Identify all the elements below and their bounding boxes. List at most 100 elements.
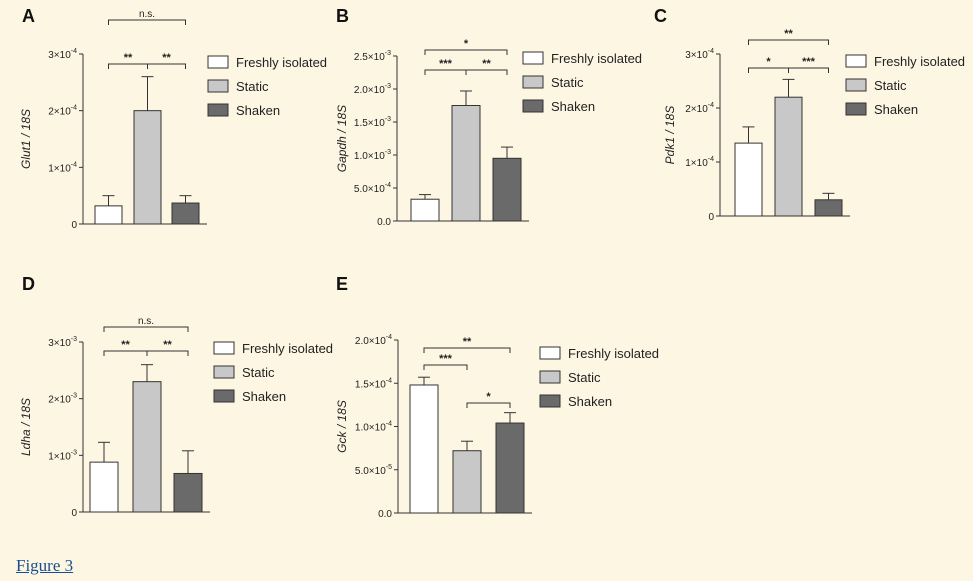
panel-a-bar-shaken: [171, 202, 200, 225]
panel-a-ylabel: Glut1 / 18S: [19, 109, 33, 169]
panel-c-ytick-label-3: 3×10-4: [685, 48, 714, 61]
panel-b-sig-bracket-1: [465, 69, 508, 75]
panel-e-ytick-label-4: 2.0×10-4: [355, 334, 392, 347]
panel-a-bar-freshly: [94, 205, 123, 225]
panel-c-sig-bracket-2: [748, 39, 829, 45]
panel-d-ytick-label-0: 0: [71, 508, 77, 519]
panel-d-ytick-label-1: 1×10-3: [48, 449, 77, 462]
panel-a-legend-swatch-static: [207, 79, 229, 93]
panel-b-bar-shaken: [492, 157, 522, 222]
panel-e-sig-label-1: *: [486, 391, 491, 403]
panel-a-sig-bracket-2: [108, 19, 186, 25]
panel-b-ytick-label-0: 0.0: [377, 217, 391, 228]
panel-c-legend-label-static: Static: [874, 78, 907, 93]
panel-c-ytick-label-1: 1×10-4: [685, 156, 714, 169]
panel-c-legend-swatch-shaken: [845, 102, 867, 116]
panel-b-sig-label-0: ***: [439, 58, 453, 70]
panel-c-sig-bracket-0: [748, 67, 789, 73]
panel-b-letter: B: [336, 6, 349, 26]
panel-d-legend-swatch-shaken: [213, 389, 235, 403]
panel-a-sig-label-1: **: [162, 52, 171, 64]
panel-c-legend-swatch-freshly: [845, 54, 867, 68]
panel-c-letter: C: [654, 6, 667, 26]
panel-b-bar-freshly: [410, 198, 440, 222]
panel-c-ylabel: Pdk1 / 18S: [663, 106, 677, 165]
panel-d-bar-shaken: [173, 472, 203, 513]
panel-a-legend-label-shaken: Shaken: [236, 103, 280, 118]
panel-a-legend-swatch-freshly: [207, 55, 229, 69]
panel-d-legend-label-freshly: Freshly isolated: [242, 341, 333, 356]
panel-d-legend-swatch-static: [213, 365, 235, 379]
panel-c-sig-label-0: *: [766, 56, 771, 68]
panel-b-ytick-label-5: 2.5×10-3: [354, 50, 391, 63]
panel-e-legend-swatch-shaken: [539, 394, 561, 408]
panel-e-legend-swatch-freshly: [539, 346, 561, 360]
panel-e-legend-swatch-static: [539, 370, 561, 384]
panel-c-bar-freshly: [734, 142, 763, 217]
panel-e-ylabel: Gck / 18S: [335, 400, 349, 453]
panel-b-legend-swatch-shaken: [522, 99, 544, 113]
panel-b-sig-bracket-2: [424, 49, 508, 55]
panel-b-ytick-label-1: 5.0×10-4: [354, 182, 391, 195]
panel-e-sig-label-0: ***: [439, 353, 453, 365]
panel-d-sig-label-2: n.s.: [138, 316, 154, 327]
panel-d-ytick-label-3: 3×10-3: [48, 336, 77, 349]
figure-panel: A 0 1×10-4 2×10-4 3×10-4 Glut1 / 18S ** ** n.s. F…: [19, 6, 965, 520]
panel-b-bar-static: [451, 105, 481, 222]
panel-e-sig-bracket-1: [466, 402, 511, 408]
panel-d-legend-label-static: Static: [242, 365, 275, 380]
panel-d-sig-label-0: **: [121, 339, 130, 351]
panel-e-ytick-label-1: 5.0×10-5: [355, 464, 392, 477]
panel-b-legend-swatch-freshly: [522, 51, 544, 65]
panel-b-ytick-label-4: 2.0×10-3: [354, 83, 391, 96]
panel-a-ytick-label-3: 3×10-4: [48, 48, 77, 61]
panel-b-legend-label-static: Static: [551, 75, 584, 90]
panel-c-legend-label-shaken: Shaken: [874, 102, 918, 117]
panel-d-sig-bracket-1: [146, 350, 189, 356]
panel-e-ytick-label-3: 1.5×10-4: [355, 377, 392, 390]
panel-a-sig-label-2: n.s.: [139, 9, 155, 20]
panel-a-ytick-label-1: 1×10-4: [48, 161, 77, 174]
panel-b-legend-label-shaken: Shaken: [551, 99, 595, 114]
panel-d-legend-swatch-freshly: [213, 341, 235, 355]
panel-c-sig-label-2: **: [784, 28, 793, 40]
panel-e-ytick-label-2: 1.0×10-4: [355, 421, 392, 434]
panel-d-letter: D: [22, 274, 35, 294]
panel-a-sig-label-0: **: [124, 52, 133, 64]
panel-c-legend-swatch-static: [845, 78, 867, 92]
panel-e-bar-shaken: [495, 422, 525, 514]
panel-d-sig-bracket-0: [103, 350, 148, 356]
panel-c-bar-static: [774, 96, 803, 217]
panel-c-legend-label-freshly: Freshly isolated: [874, 54, 965, 69]
panel-b-legend-label-freshly: Freshly isolated: [551, 51, 642, 66]
panel-e-sig-bracket-0: [423, 364, 468, 370]
panel-e-sig-bracket-2: [423, 347, 511, 353]
figure-link[interactable]: Figure 3: [16, 556, 74, 575]
panel-b-sig-label-2: *: [464, 38, 469, 50]
panel-e-legend-label-shaken: Shaken: [568, 394, 612, 409]
panel-d-sig-label-1: **: [163, 339, 172, 351]
panel-e-legend-label-freshly: Freshly isolated: [568, 346, 659, 361]
panel-e-legend-label-static: Static: [568, 370, 601, 385]
panel-e-sig-label-2: **: [463, 336, 472, 348]
panel-b-ylabel: Gapdh / 18S: [335, 105, 349, 172]
panel-c-ytick-label-2: 2×10-4: [685, 102, 714, 115]
panel-a-ytick-label-0: 0: [71, 220, 77, 231]
panel-b-ytick-label-3: 1.5×10-3: [354, 116, 391, 129]
panel-e-ytick-label-0: 0.0: [378, 509, 392, 520]
panel-a-legend-swatch-shaken: [207, 103, 229, 117]
panel-d-legend-label-shaken: Shaken: [242, 389, 286, 404]
panel-a-bar-static: [133, 110, 162, 225]
panel-d-ytick-label-2: 2×10-3: [48, 393, 77, 406]
panel-d-bar-freshly: [89, 461, 119, 513]
panel-c-ytick-label-0: 0: [708, 212, 714, 223]
panel-d-sig-bracket-2: [103, 326, 189, 332]
panel-a-ytick-label-2: 2×10-4: [48, 105, 77, 118]
panel-b-legend-swatch-static: [522, 75, 544, 89]
panel-a-legend-label-static: Static: [236, 79, 269, 94]
panel-a-sig-bracket-1: [147, 63, 186, 69]
panel-e-bar-static: [452, 450, 482, 514]
panel-c-sig-label-1: ***: [802, 56, 816, 68]
panel-a-letter: A: [22, 6, 35, 26]
